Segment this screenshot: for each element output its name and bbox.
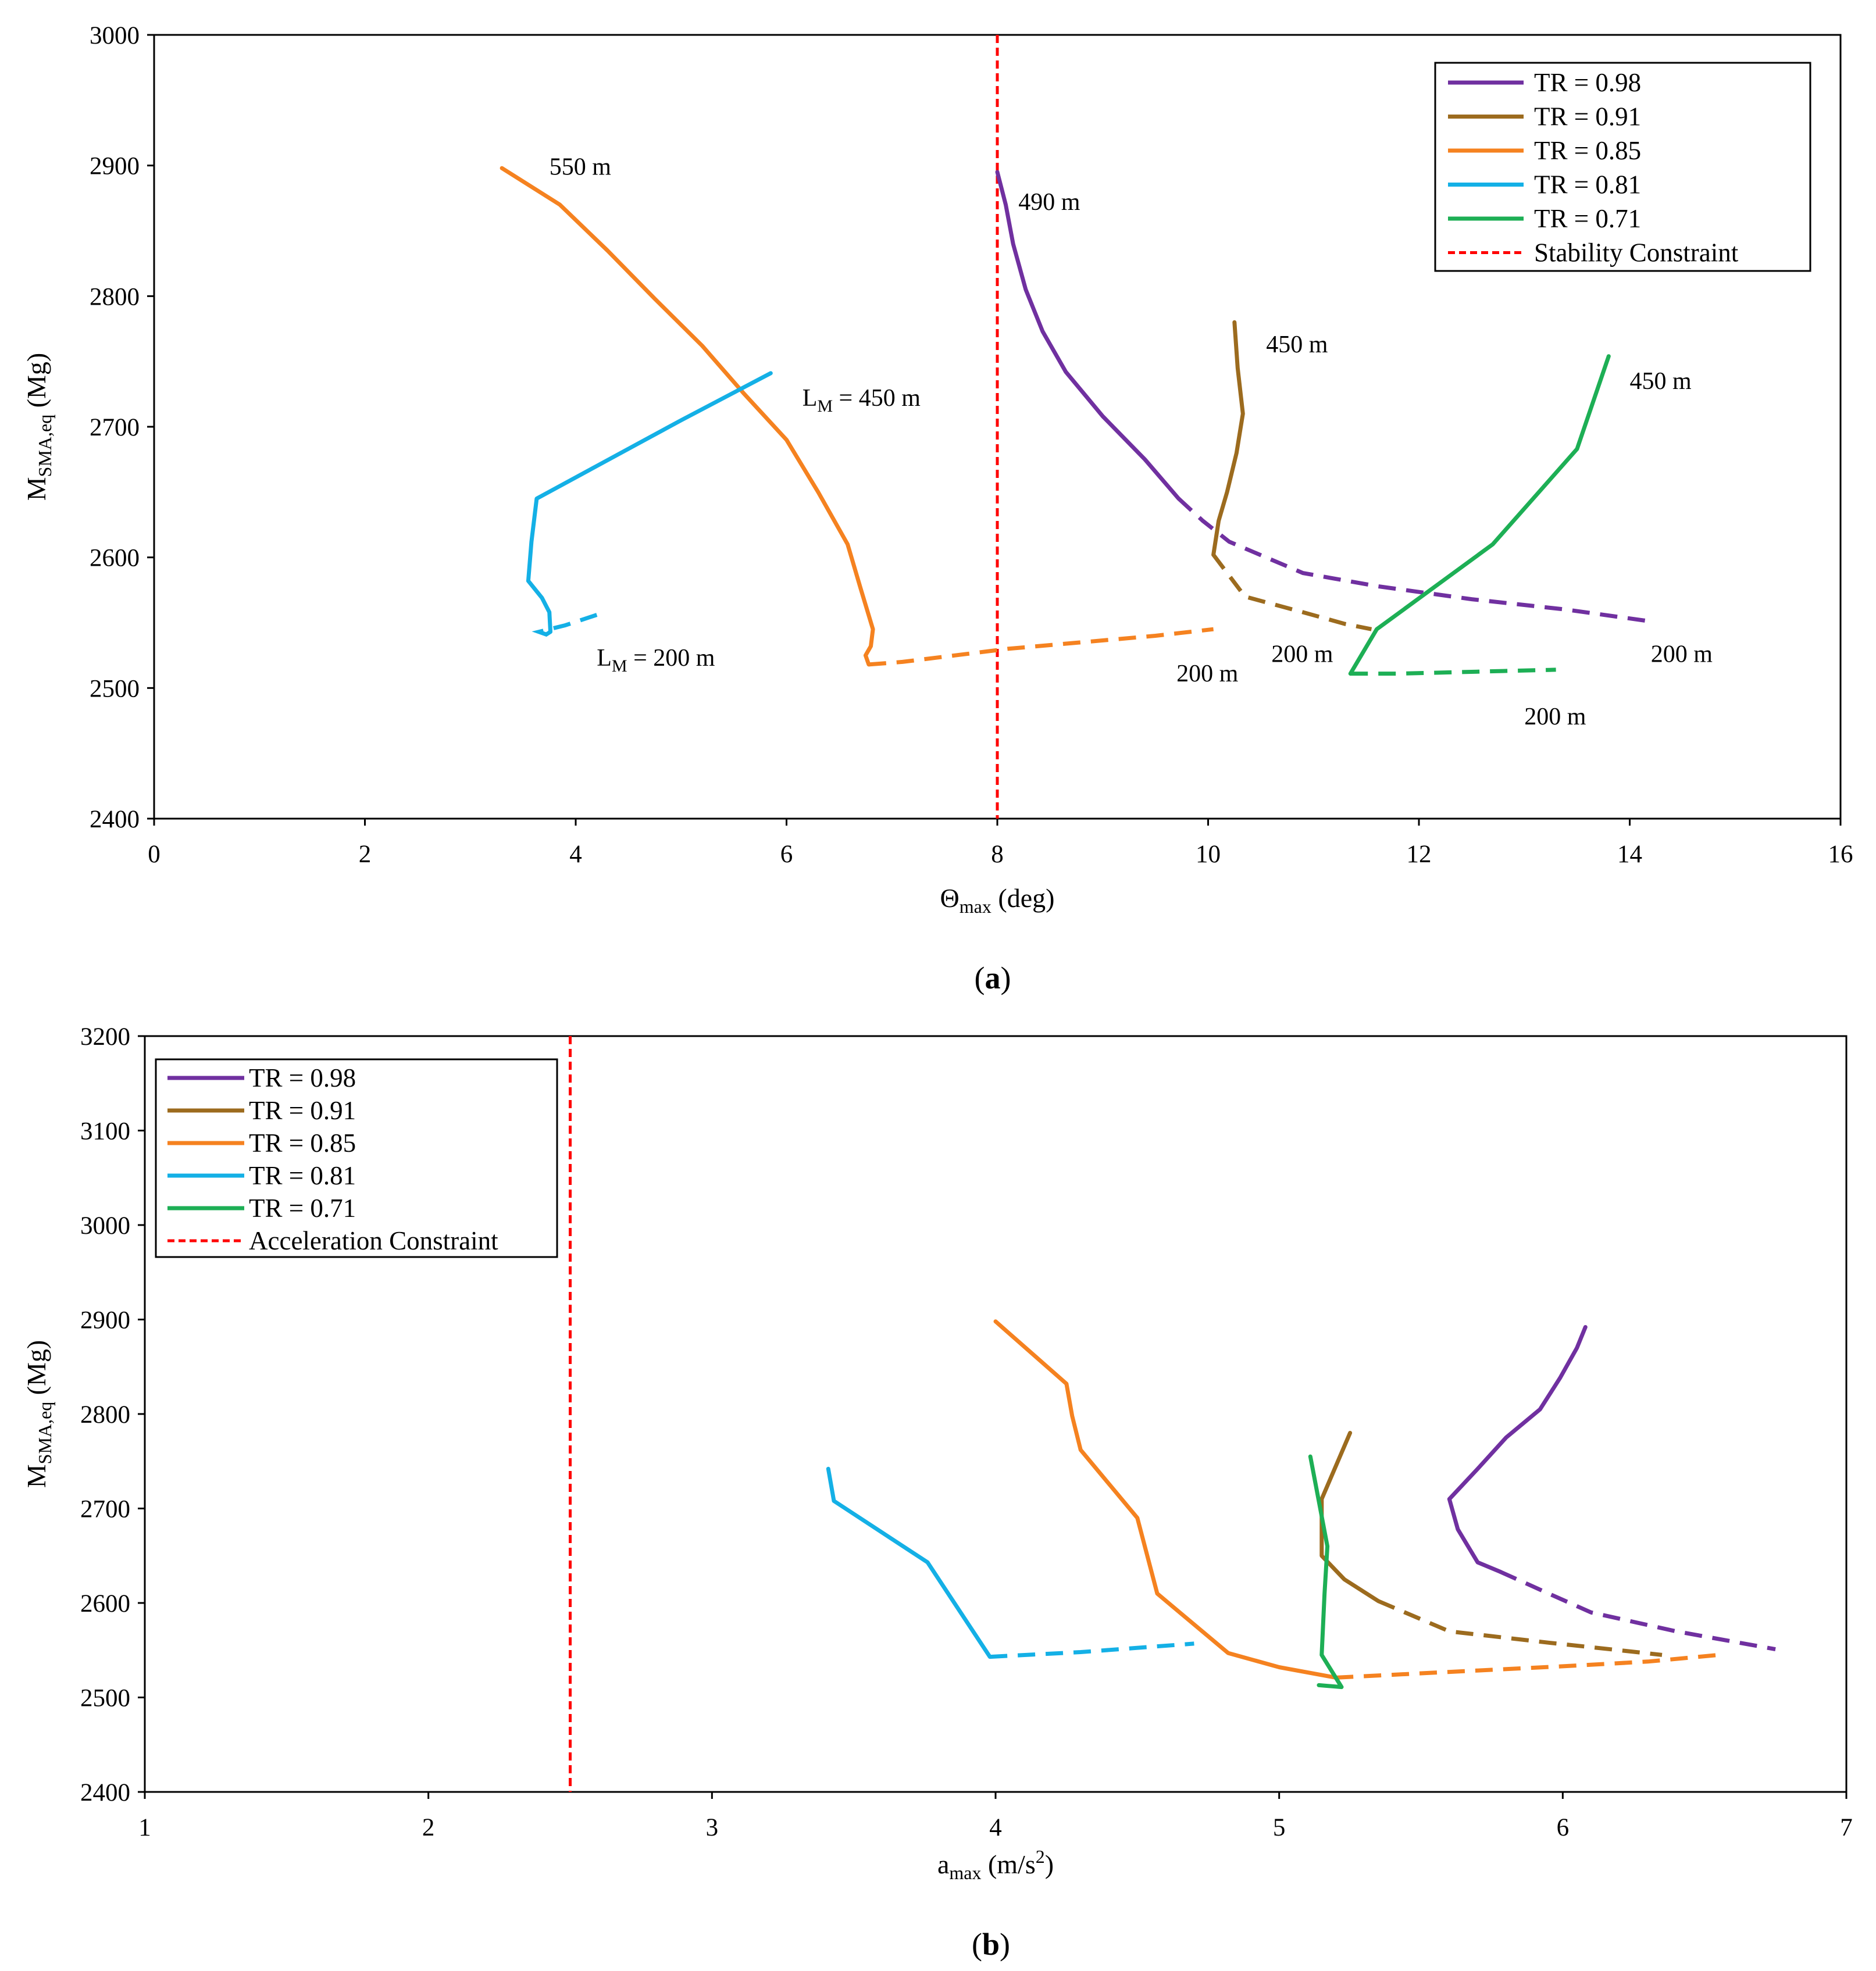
legend-label: TR = 0.98: [249, 1063, 356, 1092]
series-line-dashed: [532, 613, 598, 637]
x-tick-label: 10: [1196, 841, 1221, 868]
series-line-dashed: [1350, 667, 1556, 676]
x-tick-label: 4: [989, 1814, 1002, 1841]
y-tick-label: 3200: [80, 1023, 130, 1051]
legend-label: TR = 0.71: [249, 1194, 356, 1223]
x-tick-label: 3: [706, 1814, 719, 1841]
panel-label: (a): [975, 960, 1011, 995]
point-annotation: 550 m: [550, 153, 612, 180]
y-tick-label: 2700: [80, 1496, 130, 1523]
x-tick-label: 2: [422, 1814, 435, 1841]
y-tick-label: 2900: [90, 153, 140, 180]
x-tick-label: 2: [359, 841, 372, 868]
series-line-solid: [500, 166, 875, 667]
series-line-dashed: [990, 1641, 1194, 1659]
y-tick-label: 2500: [80, 1685, 130, 1712]
point-annotation: 200 m: [1176, 660, 1239, 687]
lm-annotation: LM = 200 m: [597, 645, 715, 676]
legend-label: TR = 0.71: [1534, 204, 1641, 233]
x-tick-label: 16: [1828, 841, 1853, 868]
series-line-dashed: [868, 627, 1214, 667]
legend-label: Acceleration Constraint: [249, 1226, 498, 1255]
point-annotation: 490 m: [1018, 189, 1080, 216]
legend-label: TR = 0.98: [1534, 68, 1641, 97]
x-tick-label: 12: [1407, 841, 1432, 868]
series-line-dashed: [1336, 1652, 1719, 1680]
y-tick-label: 3000: [80, 1212, 130, 1240]
panel-b: 1 2 3 4 5 6 7 2400 2500 2600 2700 2800 2900 3000 3100 3…: [22, 1023, 1853, 1962]
point-annotation: 200 m: [1651, 641, 1713, 667]
x-tick-label: 7: [1840, 1814, 1853, 1841]
point-annotation: 450 m: [1266, 331, 1328, 358]
y-tick-label: 3100: [80, 1118, 130, 1145]
legend-box: [155, 1058, 558, 1258]
legend: TR = 0.98 TR = 0.91 TR = 0.85 TR = 0.81 TR =…: [1434, 62, 1811, 272]
series-line-dashed: [1211, 554, 1372, 631]
y-tick-label: 2700: [90, 414, 140, 441]
point-annotation: 200 m: [1271, 641, 1333, 667]
y-axis-title: MSMA,eq (Mg): [22, 1340, 55, 1488]
series-line-solid: [1348, 354, 1611, 676]
panel-a: 0 2 4 6 8 10 12 14 16 2400 2500 2600 2700 2800 2900 300…: [22, 22, 1853, 995]
series-line-solid: [995, 170, 1181, 501]
y-axis-title: MSMA,eq (Mg): [22, 353, 55, 501]
lm-annotation: LM = 450 m: [803, 385, 921, 416]
legend-label: TR = 0.91: [249, 1096, 356, 1125]
legend-label: TR = 0.85: [249, 1129, 356, 1158]
x-tick-label: 1: [138, 1814, 151, 1841]
y-tick-label: 2600: [80, 1590, 130, 1617]
series-line-solid: [526, 371, 773, 634]
y-tick-label: 2900: [80, 1307, 130, 1334]
x-tick-label: 6: [1557, 1814, 1570, 1841]
legend-label: TR = 0.91: [1534, 102, 1641, 131]
x-tick-label: 0: [148, 841, 161, 868]
legend-label: Stability Constraint: [1534, 238, 1739, 267]
x-tick-label: 5: [1273, 1814, 1286, 1841]
x-axis-title: Θmax (deg): [940, 883, 1055, 917]
series-line-dashed: [1377, 1599, 1663, 1657]
y-tick-label: 2800: [90, 283, 140, 310]
y-tick-label: 3000: [90, 22, 140, 49]
series-line-solid: [993, 1319, 1338, 1680]
point-annotation: 450 m: [1630, 368, 1692, 395]
y-tick-label: 2500: [90, 675, 140, 702]
x-axis-title: amax (m/s2): [937, 1846, 1054, 1883]
y-tick-label: 2800: [80, 1401, 130, 1429]
y-tick-label: 2400: [80, 1779, 130, 1806]
series-line-dashed: [1177, 497, 1652, 624]
y-tick-label: 2400: [90, 806, 140, 833]
legend-label: TR = 0.81: [1534, 170, 1641, 199]
series-line-solid: [1447, 1325, 1588, 1574]
panel-label: (b): [972, 1927, 1010, 1962]
series-line-dashed: [1499, 1570, 1776, 1652]
x-tick-label: 8: [991, 841, 1004, 868]
legend-box: [1434, 62, 1811, 272]
x-tick-label: 14: [1617, 841, 1642, 868]
y-tick-label: 2600: [90, 545, 140, 572]
series-line-solid: [826, 1466, 992, 1659]
point-annotation: 200 m: [1524, 704, 1586, 730]
series-line-solid: [1211, 320, 1245, 557]
x-tick-label: 4: [569, 841, 582, 868]
legend-label: TR = 0.85: [1534, 136, 1641, 165]
legend: TR = 0.98 TR = 0.91 TR = 0.85 TR = 0.81 TR =…: [155, 1058, 558, 1258]
series-line-solid: [1308, 1454, 1344, 1690]
legend-label: TR = 0.81: [249, 1161, 356, 1190]
series-line-solid: [1319, 1431, 1381, 1604]
x-tick-label: 6: [780, 841, 793, 868]
